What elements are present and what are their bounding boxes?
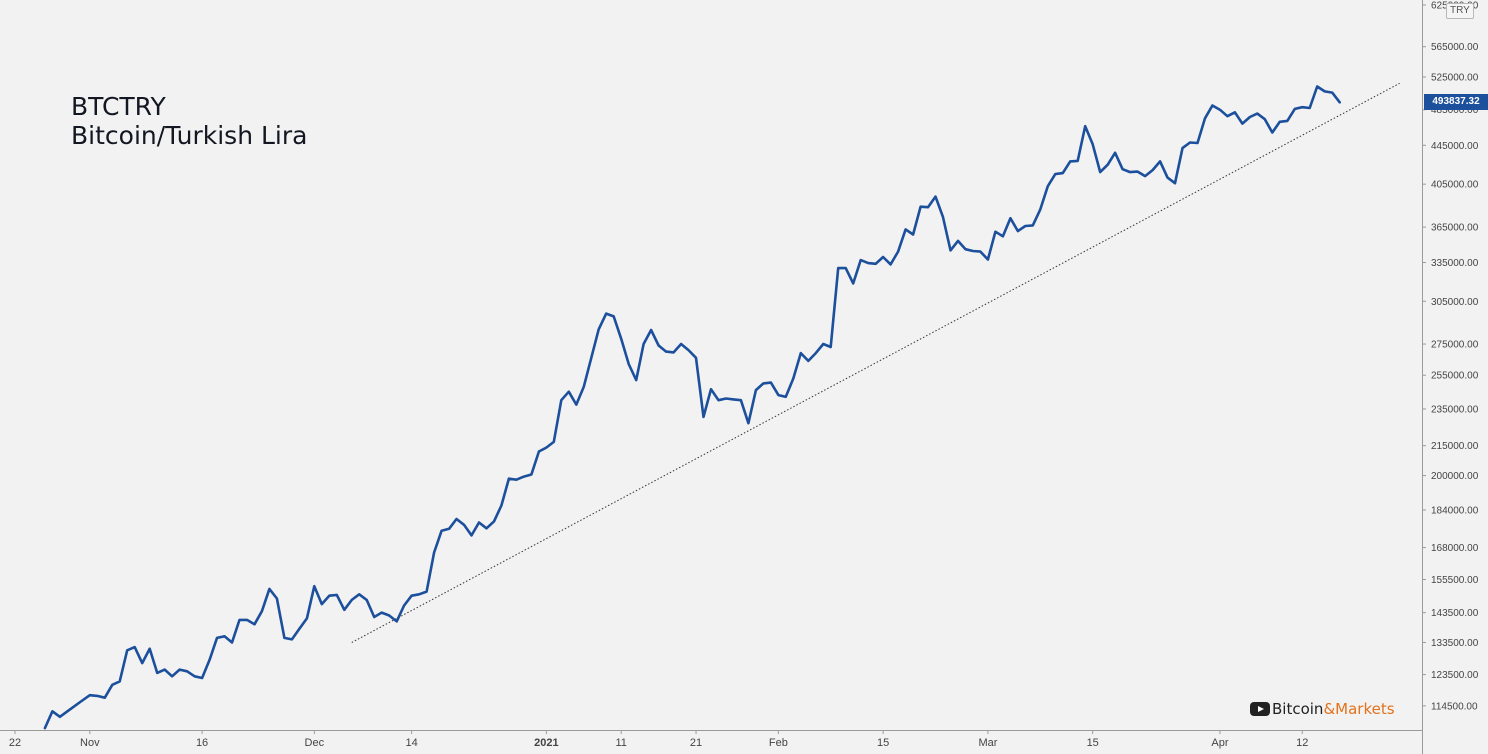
series-layer (43, 85, 1341, 730)
y-tick-label: 365000.00 (1431, 223, 1479, 234)
x-axis: 22 Nov 16 Dec 14 2021 11 21 Feb 15 Mar 15 Apr 12 (0, 730, 1422, 749)
y-tick-label: 525000.00 (1431, 73, 1479, 84)
currency-badge[interactable]: TRY (1446, 3, 1474, 19)
y-tick-label: 255000.00 (1431, 371, 1479, 382)
x-tick-label: 22 (9, 737, 21, 749)
x-tick-label: 11 (615, 737, 626, 749)
y-tick-label: 485000.00 (1431, 105, 1479, 116)
y-tick-label: 168000.00 (1431, 543, 1479, 554)
y-tick-label: 215000.00 (1431, 441, 1479, 452)
y-tick-label: 335000.00 (1431, 258, 1479, 269)
x-tick-label: 15 (877, 737, 889, 749)
y-tick-label: 275000.00 (1431, 340, 1479, 351)
y-tick-label: 445000.00 (1431, 141, 1479, 152)
price-series-line[interactable] (43, 85, 1341, 730)
x-tick-label: Mar (978, 737, 997, 749)
watermark-brand-part2: &Markets (1323, 700, 1395, 718)
y-tick-label: 123500.00 (1431, 670, 1479, 681)
x-tick-label: 21 (690, 737, 702, 749)
y-tick-label: 133500.00 (1431, 638, 1479, 649)
chart-title: BTCTRY Bitcoin/Turkish Lira (71, 92, 307, 150)
y-tick-label: 565000.00 (1431, 42, 1479, 53)
instrument-name: Bitcoin/Turkish Lira (71, 121, 308, 150)
y-tick-label: 114500.00 (1431, 701, 1478, 712)
x-tick-label: 16 (196, 737, 208, 749)
last-price-tag: 493837.32 (1424, 94, 1488, 110)
y-tick-label: 405000.00 (1431, 180, 1479, 191)
y-axis: 625000.00565000.00525000.00485000.004450… (1422, 0, 1479, 754)
trendline[interactable] (351, 82, 1400, 643)
y-tick-label: 184000.00 (1431, 505, 1479, 516)
y-tick-label: 235000.00 (1431, 404, 1479, 415)
y-tick-label: 155500.00 (1431, 575, 1479, 586)
y-tick-label: 200000.00 (1431, 471, 1479, 482)
watermark-brand-part1: Bitcoin (1272, 700, 1324, 718)
symbol-label: BTCTRY (71, 92, 166, 121)
x-tick-label: Feb (769, 737, 788, 749)
x-tick-label: 14 (406, 737, 418, 749)
youtube-play-icon (1250, 702, 1270, 716)
trendline-layer (351, 82, 1400, 643)
x-tick-label: Apr (1211, 737, 1228, 749)
y-tick-label: 305000.00 (1431, 297, 1479, 308)
x-tick-label: 12 (1296, 737, 1308, 749)
x-tick-label: 15 (1087, 737, 1099, 749)
y-tick-label: 143500.00 (1431, 608, 1479, 619)
x-tick-label: Dec (305, 737, 325, 749)
x-tick-label: Nov (80, 737, 100, 749)
watermark: Bitcoin &Markets (1250, 700, 1395, 718)
x-tick-label: 2021 (534, 737, 558, 749)
